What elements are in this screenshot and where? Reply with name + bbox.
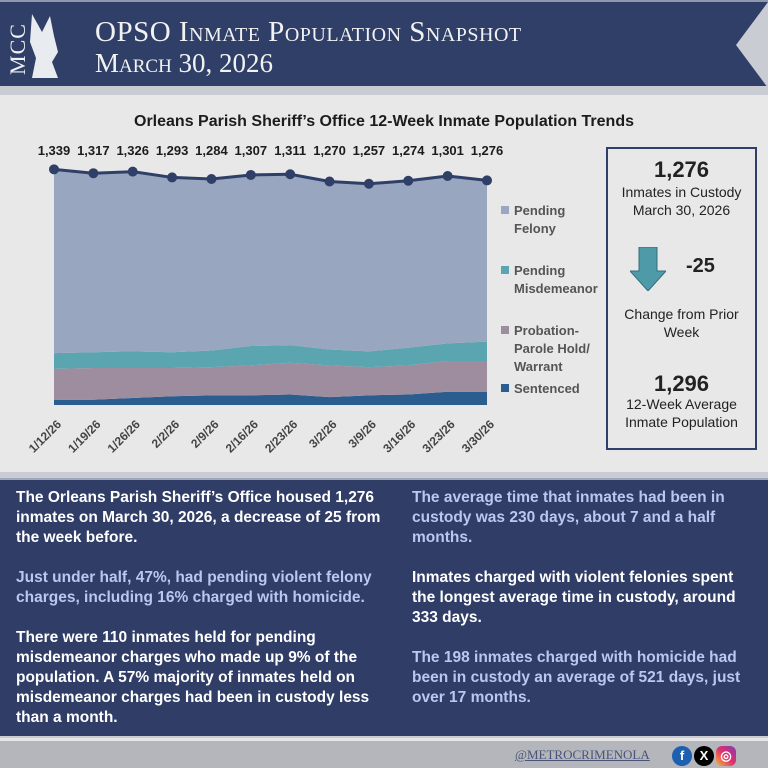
instagram-icon[interactable]: ◎	[716, 746, 736, 766]
total-point	[363, 178, 374, 189]
average-value: 1,296	[653, 371, 710, 396]
header-banner: MCC OPSO Inmate Population Snapshot Marc…	[0, 0, 768, 88]
change-value: -25	[686, 255, 715, 277]
total-point	[245, 169, 256, 180]
legend-swatch	[501, 266, 509, 274]
facebook-icon[interactable]: f	[672, 746, 692, 766]
social-handle-link[interactable]: @METROCRIMENOLA	[515, 747, 650, 762]
total-label: 1,274	[392, 143, 425, 158]
legend-label: Pending Felony	[514, 203, 565, 236]
mcc-logo: MCC	[5, 12, 58, 80]
total-label: 1,307	[235, 143, 268, 158]
total-label: 1,317	[77, 143, 110, 158]
area-pending-misdemeanor	[54, 341, 487, 369]
summary-paragraph: The average time that inmates had been i…	[412, 489, 725, 546]
custody-date: March 30, 2026	[632, 202, 731, 218]
summary-paragraph: Just under half, 47%, had pending violen…	[16, 569, 372, 606]
summary-paragraph: The 198 inmates charged with homicide ha…	[412, 649, 741, 706]
down-arrow-icon	[630, 247, 666, 291]
legend-label: Probation-Parole Hold/Warrant	[514, 323, 590, 374]
page-date: March 30, 2026	[95, 48, 274, 78]
total-point	[49, 164, 59, 175]
total-point	[324, 176, 335, 187]
x-tick-label: 2/16/26	[223, 417, 261, 455]
x-tick-label: 3/30/26	[459, 417, 497, 455]
total-label: 1,339	[38, 143, 71, 158]
legend-swatch	[501, 326, 509, 334]
legend-label: Pending Misdemeanor	[514, 263, 598, 296]
chart-panel: Orleans Parish Sheriff’s Office 12-Week …	[0, 95, 768, 472]
total-label: 1,257	[353, 143, 386, 158]
area-probation-parole-hold-warrant	[54, 361, 487, 400]
dog-logo-icon	[30, 14, 58, 78]
legend-label: Sentenced	[514, 381, 580, 396]
stats-box: 1,276 Inmates in Custody March 30, 2026 …	[606, 147, 757, 450]
custody-value: 1,276	[653, 157, 710, 182]
average-label: 12-Week Average Inmate Population	[625, 396, 738, 430]
total-line	[53, 167, 488, 186]
x-tick-label: 3/9/26	[346, 417, 380, 451]
total-point	[206, 174, 217, 185]
total-point	[442, 171, 453, 182]
chart-title: Orleans Parish Sheriff’s Office 12-Week …	[134, 113, 634, 130]
x-tick-label: 2/9/26	[188, 417, 222, 451]
summary-left: The Orleans Parish Sheriff’s Office hous…	[16, 488, 401, 748]
area-sentenced	[54, 391, 487, 405]
total-label: 1,326	[116, 143, 149, 158]
area-pending-felony	[54, 169, 487, 354]
x-tick-label: 3/2/26	[306, 417, 340, 451]
x-tick-label: 3/23/26	[420, 417, 458, 455]
summary-paragraph: The Orleans Parish Sheriff’s Office hous…	[16, 489, 381, 546]
page-title: OPSO Inmate Population Snapshot	[95, 16, 522, 48]
summary-section: The Orleans Parish Sheriff’s Office hous…	[0, 478, 768, 736]
total-label: 1,276	[471, 143, 504, 158]
total-point	[167, 172, 178, 183]
total-label: 1,270	[313, 143, 346, 158]
total-label: 1,284	[195, 143, 228, 158]
total-label: 1,301	[431, 143, 464, 158]
total-label: 1,311	[274, 143, 306, 158]
summary-right: The average time that inmates had been i…	[412, 488, 757, 728]
summary-paragraph: There were 110 inmates held for pending …	[16, 629, 370, 726]
legend-swatch	[501, 206, 509, 214]
legend-swatch	[501, 384, 509, 392]
x-tick-label: 1/26/26	[105, 417, 143, 455]
total-point	[127, 166, 138, 177]
population-chart: 1,339 1,317 1,326 1,293 1,284 1,307 1,311 1,270…	[26, 143, 598, 455]
x-tick-label: 2/2/26	[149, 417, 183, 451]
x-tick-label: 1/19/26	[65, 417, 103, 455]
banner-notch	[736, 2, 768, 88]
total-point	[88, 168, 99, 179]
footer: @METROCRIMENOLA f X ◎	[0, 738, 768, 768]
total-label: 1,293	[156, 143, 189, 158]
total-point	[482, 175, 492, 186]
total-point	[285, 169, 296, 180]
custody-label: Inmates in Custody	[621, 184, 742, 200]
x-tick-label: 1/12/26	[26, 417, 64, 455]
x-tick-label: 2/23/26	[262, 417, 300, 455]
total-point	[403, 175, 414, 186]
summary-paragraph: Inmates charged with violent felonies sp…	[412, 569, 736, 626]
x-icon[interactable]: X	[694, 746, 714, 766]
change-label: Change from Prior Week	[624, 306, 739, 340]
x-tick-label: 3/16/26	[380, 417, 418, 455]
